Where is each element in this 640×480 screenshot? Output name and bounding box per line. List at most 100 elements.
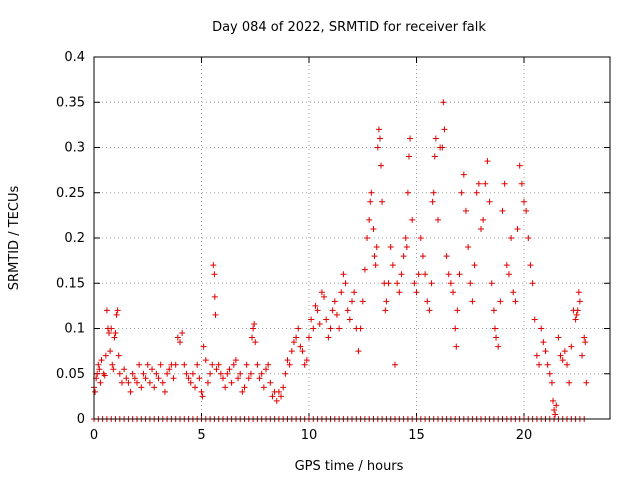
data-point bbox=[129, 370, 136, 377]
data-point bbox=[430, 189, 437, 196]
x-tick-label: 0 bbox=[90, 428, 98, 443]
data-point bbox=[400, 253, 407, 260]
data-point bbox=[355, 348, 362, 355]
data-point bbox=[113, 311, 120, 318]
data-point bbox=[361, 266, 368, 273]
data-point bbox=[417, 235, 424, 241]
data-point bbox=[127, 388, 134, 395]
data-point bbox=[458, 189, 465, 196]
data-point bbox=[95, 361, 102, 368]
data-point bbox=[351, 289, 358, 296]
data-point bbox=[252, 339, 259, 346]
data-point bbox=[394, 280, 401, 287]
data-point bbox=[536, 361, 543, 368]
data-point bbox=[415, 271, 422, 278]
data-point bbox=[469, 298, 476, 305]
plot-frame bbox=[93, 56, 611, 420]
data-point bbox=[572, 316, 579, 323]
data-point bbox=[172, 361, 179, 368]
data-point bbox=[467, 280, 474, 287]
data-point bbox=[258, 370, 265, 377]
data-point bbox=[153, 370, 160, 377]
y-tick-label: 0 bbox=[77, 412, 85, 427]
data-point bbox=[115, 352, 122, 359]
data-point bbox=[116, 370, 123, 377]
data-point bbox=[187, 379, 194, 386]
data-point bbox=[544, 361, 551, 368]
data-point bbox=[212, 311, 219, 318]
data-point bbox=[245, 375, 252, 382]
data-point bbox=[405, 153, 412, 160]
data-point bbox=[286, 361, 293, 368]
data-point bbox=[142, 375, 149, 382]
data-point bbox=[373, 244, 380, 251]
points-layer bbox=[91, 99, 590, 422]
data-point bbox=[157, 361, 164, 368]
data-point bbox=[198, 388, 205, 395]
data-point bbox=[200, 343, 207, 350]
data-point bbox=[263, 366, 269, 373]
data-point bbox=[316, 320, 323, 327]
data-point bbox=[256, 375, 263, 382]
data-point bbox=[396, 289, 403, 296]
data-point bbox=[228, 379, 235, 386]
data-point bbox=[144, 361, 151, 368]
data-point bbox=[491, 325, 498, 332]
y-tick-label: 0.1 bbox=[64, 322, 85, 337]
data-point bbox=[295, 325, 302, 332]
data-point bbox=[94, 370, 101, 377]
data-point bbox=[482, 180, 489, 187]
data-point bbox=[134, 379, 140, 386]
data-point bbox=[409, 216, 416, 223]
data-point bbox=[301, 361, 308, 368]
data-point bbox=[435, 216, 441, 223]
data-point bbox=[174, 334, 181, 341]
data-point bbox=[527, 262, 534, 269]
data-point bbox=[574, 307, 581, 314]
data-point bbox=[559, 357, 566, 364]
data-point bbox=[278, 393, 285, 400]
y-tick-label: 0.2 bbox=[64, 231, 85, 246]
data-point bbox=[149, 366, 156, 373]
data-point bbox=[273, 397, 280, 404]
data-point bbox=[237, 370, 244, 377]
data-point bbox=[431, 153, 438, 160]
data-point bbox=[581, 334, 588, 341]
data-point bbox=[413, 289, 420, 296]
data-point bbox=[521, 198, 527, 205]
data-point bbox=[140, 370, 147, 377]
x-tick-label: 10 bbox=[301, 428, 318, 443]
data-point bbox=[217, 370, 224, 377]
data-point bbox=[349, 298, 355, 305]
data-point bbox=[282, 370, 289, 377]
data-point bbox=[573, 311, 580, 318]
data-point bbox=[207, 370, 214, 377]
data-point bbox=[260, 384, 267, 391]
data-point bbox=[136, 361, 143, 368]
data-point bbox=[512, 298, 519, 305]
data-point bbox=[97, 379, 104, 386]
data-point bbox=[403, 244, 410, 251]
data-point bbox=[533, 352, 540, 359]
data-point bbox=[151, 384, 158, 391]
data-point bbox=[96, 366, 103, 373]
data-point bbox=[441, 126, 448, 133]
data-point bbox=[306, 334, 312, 341]
data-point bbox=[213, 366, 220, 373]
data-point bbox=[465, 244, 472, 251]
data-point bbox=[540, 339, 547, 346]
data-point bbox=[564, 361, 570, 368]
data-point bbox=[583, 379, 590, 386]
data-point bbox=[424, 298, 431, 305]
data-point bbox=[159, 379, 166, 386]
data-point bbox=[447, 280, 454, 287]
data-point bbox=[411, 280, 418, 287]
x-tick-label: 15 bbox=[408, 428, 425, 443]
data-point bbox=[340, 271, 347, 278]
y-tick-label: 0.15 bbox=[56, 276, 85, 291]
data-point bbox=[392, 361, 398, 368]
data-point bbox=[189, 370, 196, 377]
data-point bbox=[303, 357, 310, 364]
